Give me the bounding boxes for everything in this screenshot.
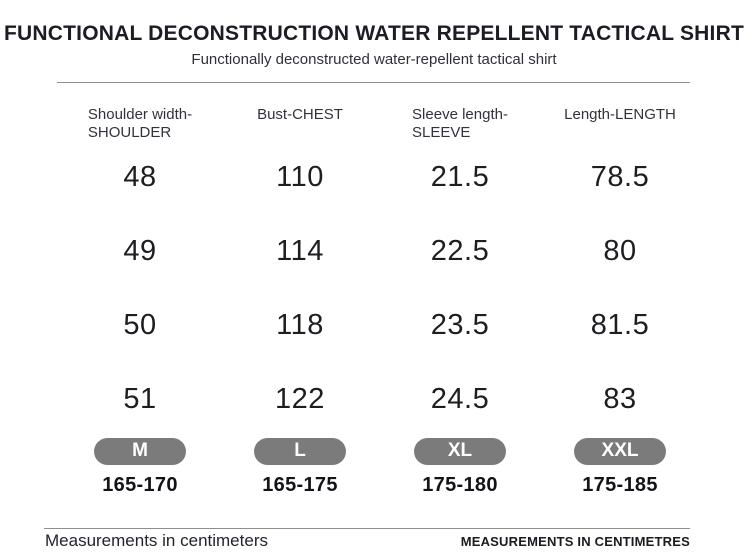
measurement-cell-shoulder-l: 49 (123, 234, 157, 267)
measurement-cell-sleeve-xxl: 24.5 (430, 382, 490, 415)
bottom-divider (44, 528, 690, 529)
column-header-length: Length-LENGTH (540, 96, 700, 140)
units-note-right: MEASUREMENTS IN CENTIMETRES (460, 534, 690, 549)
measurement-cell-sleeve-l: 22.5 (430, 234, 490, 267)
height-range-xxl: 175-185 (582, 473, 658, 496)
measurement-cell-length-xxl: 83 (603, 382, 637, 415)
height-range-m: 165-170 (102, 473, 178, 496)
height-range-xl: 175-180 (422, 473, 498, 496)
units-note-left: Measurements in centimeters (45, 531, 268, 550)
page-title: FUNCTIONAL DECONSTRUCTION WATER REPELLEN… (4, 22, 744, 45)
size-badge-xl: XL (414, 437, 506, 465)
page-subtitle: Functionally deconstructed water-repelle… (191, 51, 557, 68)
top-divider (57, 82, 690, 83)
measurement-cell-chest-m: 110 (276, 160, 324, 193)
size-badge-cell: M (60, 436, 220, 466)
column-header-label: Sleeve length- SLEEVE (412, 106, 508, 142)
measurement-cell-length-l: 80 (603, 234, 637, 267)
measurement-cell-sleeve-xl: 23.5 (430, 308, 490, 341)
size-badge-xxl: XXL (574, 437, 666, 465)
size-badge-m: M (94, 437, 186, 465)
column-header-shoulder: Shoulder width- SHOULDER (60, 96, 220, 142)
column-header-sleeve: Sleeve length- SLEEVE (380, 96, 540, 142)
measurement-cell-sleeve-m: 21.5 (430, 160, 490, 193)
size-badge-cell: L (220, 436, 380, 466)
column-header-label: Length-LENGTH (564, 106, 676, 123)
column-header-chest: Bust-CHEST (220, 96, 380, 140)
size-badge-cell: XL (380, 436, 540, 466)
column-header-label: Bust-CHEST (257, 106, 343, 123)
measurement-cell-chest-xxl: 122 (275, 382, 325, 415)
measurement-cell-shoulder-xxl: 51 (123, 382, 157, 415)
measurement-cell-length-m: 78.5 (590, 160, 650, 193)
column-header-label: Shoulder width- SHOULDER (87, 106, 193, 142)
measurement-cell-chest-xl: 118 (276, 308, 324, 341)
measurement-cell-chest-l: 114 (276, 234, 324, 267)
size-table: Shoulder width- SHOULDER Bust-CHEST Slee… (60, 96, 700, 504)
height-range-l: 165-175 (262, 473, 338, 496)
measurement-cell-shoulder-xl: 50 (123, 308, 157, 341)
size-badge-l: L (254, 437, 346, 465)
measurement-cell-length-xl: 81.5 (590, 308, 650, 341)
size-badge-cell: XXL (540, 436, 700, 466)
measurement-cell-shoulder-m: 48 (123, 160, 157, 193)
